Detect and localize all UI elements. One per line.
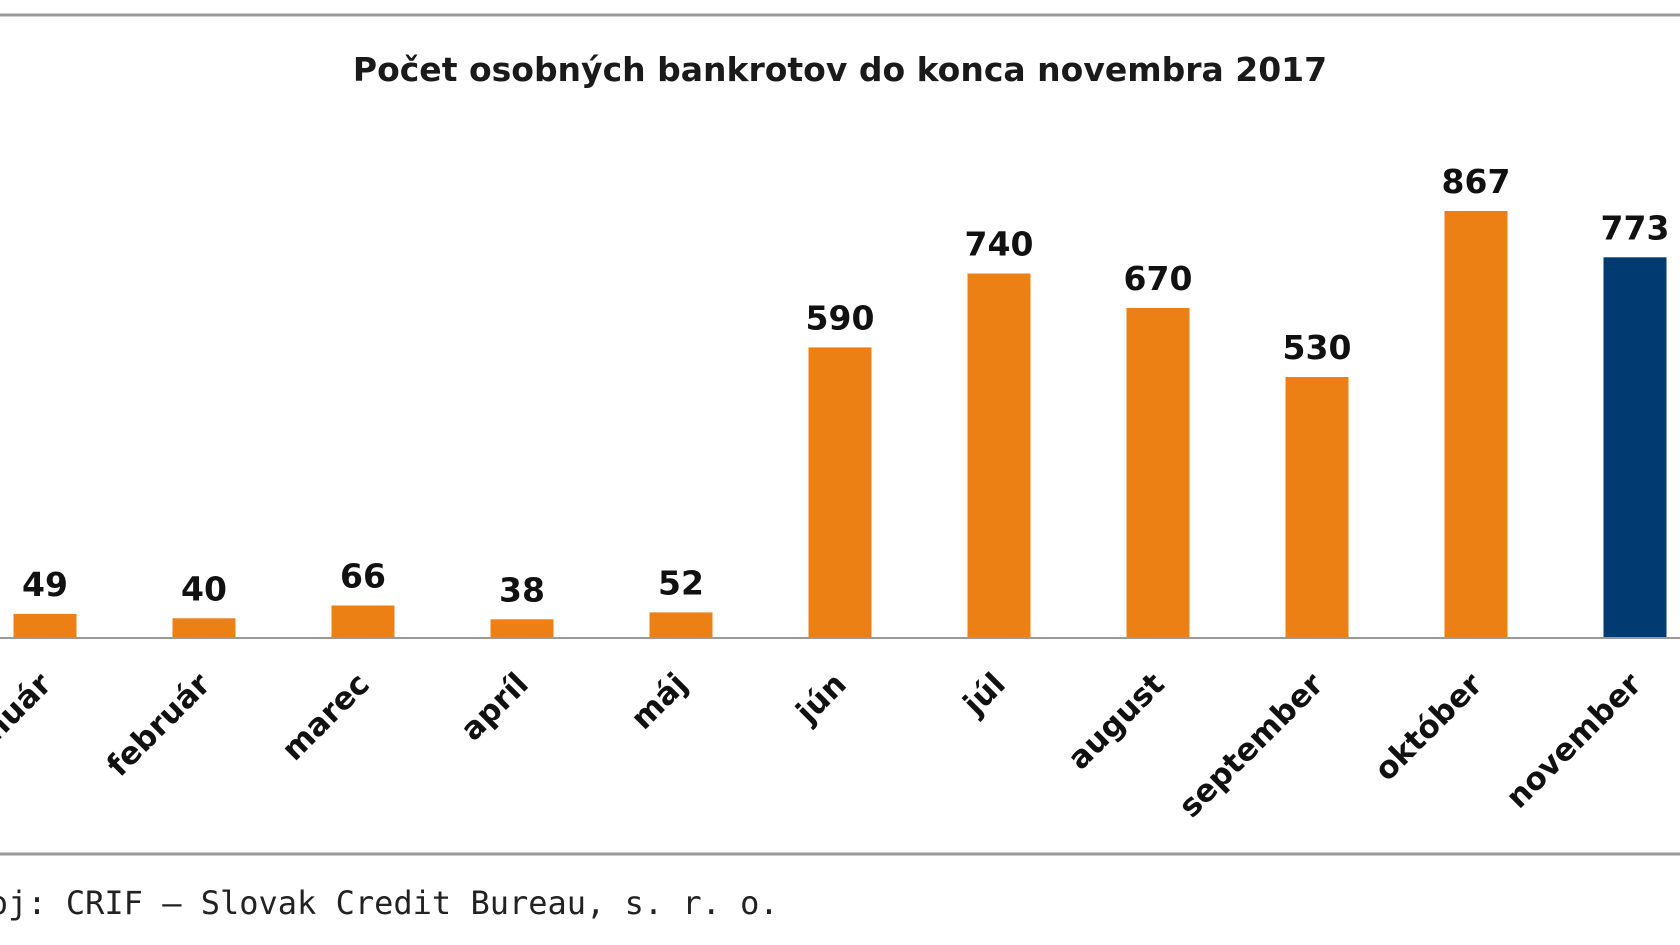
tick-labels-group: január február marec apríl máj jún júl august se… xyxy=(0,666,1649,825)
tick-label-január: január xyxy=(0,666,59,772)
chart-title: Počet osobných bankrotov do konca novemb… xyxy=(353,50,1327,89)
bar-jún xyxy=(808,347,872,638)
bar-január xyxy=(13,613,77,638)
data-label-marec: 66 xyxy=(340,557,386,596)
data-label-september: 530 xyxy=(1283,328,1352,367)
tick-label-február: február xyxy=(100,666,218,784)
tick-label-jún: jún xyxy=(788,666,854,732)
bar-február xyxy=(172,618,236,638)
bar-september xyxy=(1285,377,1349,638)
data-label-január: 49 xyxy=(22,565,68,604)
tick-label-júl: júl xyxy=(955,666,1013,724)
tick-label-apríl: apríl xyxy=(454,666,536,748)
source-note: Zdroj: CRIF – Slovak Credit Bureau, s. r… xyxy=(0,884,779,922)
bar-október xyxy=(1444,211,1508,638)
data-label-jún: 590 xyxy=(806,298,875,337)
bars-group xyxy=(13,211,1667,638)
bar-máj xyxy=(649,612,713,638)
bar-júl xyxy=(967,273,1031,638)
tick-label-október: október xyxy=(1368,666,1491,789)
bar-august xyxy=(1126,308,1190,638)
bar-marec xyxy=(331,605,395,638)
data-label-február: 40 xyxy=(181,569,227,608)
bar-apríl xyxy=(490,619,554,638)
data-label-august: 670 xyxy=(1124,259,1193,298)
data-label-júl: 740 xyxy=(965,225,1034,264)
tick-label-marec: marec xyxy=(275,666,377,768)
data-label-máj: 52 xyxy=(658,563,704,602)
tick-label-máj: máj xyxy=(624,666,695,737)
tick-label-november: november xyxy=(1499,666,1649,816)
data-label-apríl: 38 xyxy=(499,570,545,609)
bar-november xyxy=(1603,257,1667,638)
data-labels-group: 49 40 66 38 52 590 740 670 530 867 773 xyxy=(22,162,1669,609)
data-label-november: 773 xyxy=(1601,208,1670,247)
data-label-október: 867 xyxy=(1442,162,1511,201)
tick-label-august: august xyxy=(1061,666,1172,777)
tick-label-september: september xyxy=(1172,666,1331,825)
